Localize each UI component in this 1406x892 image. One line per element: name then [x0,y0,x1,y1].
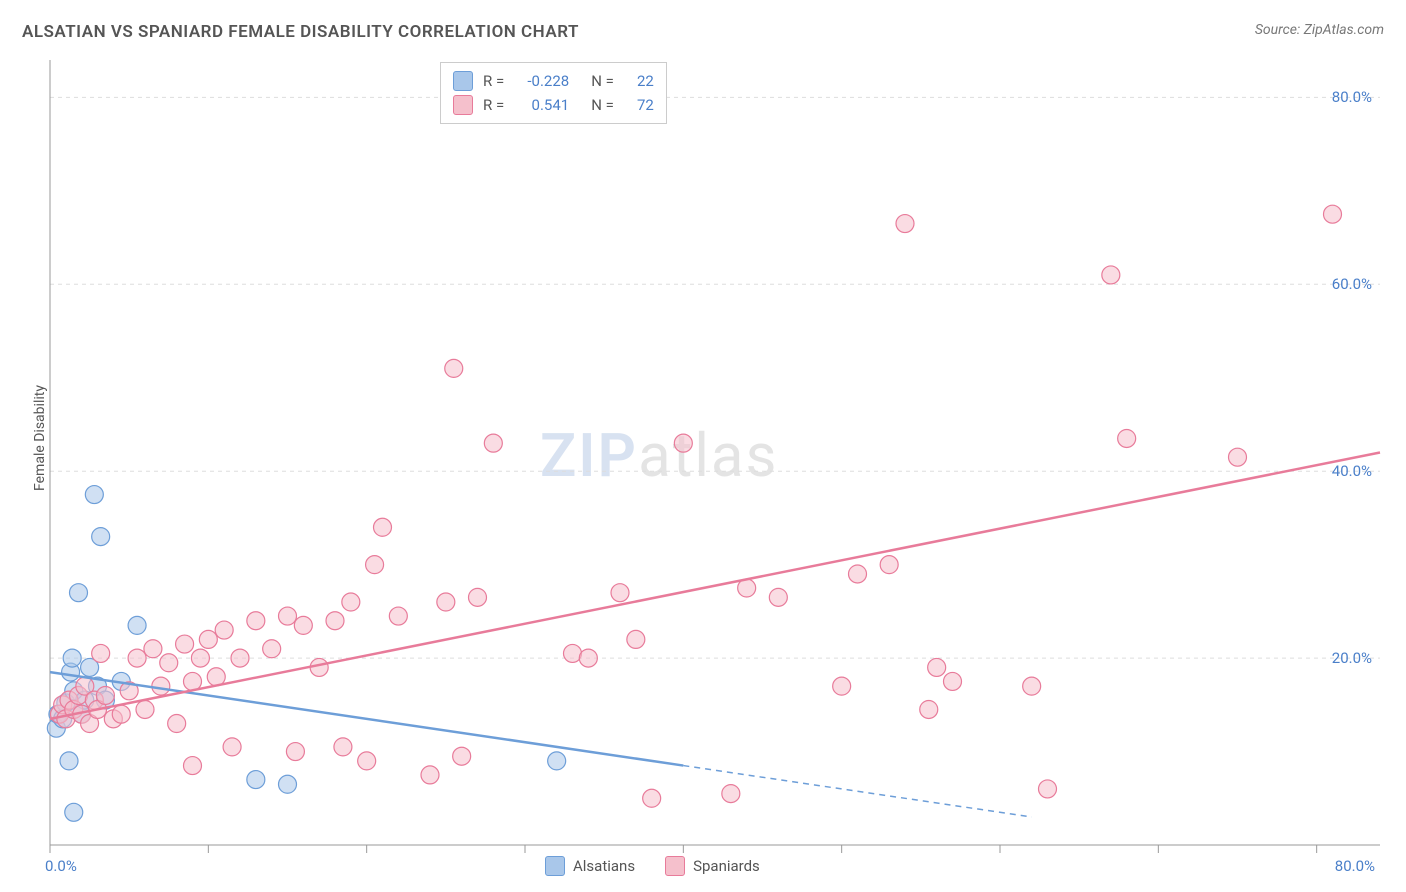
legend-swatch [453,95,473,115]
y-tick-label: 80.0% [1332,88,1372,106]
series-legend: Alsatians Spaniards [545,856,760,876]
legend-stat-row: R = 0.541 N = 72 [453,93,654,117]
legend-label: Spaniards [693,857,760,875]
x-tick-label: 0.0% [45,857,77,875]
correlation-legend: R = -0.228 N = 22 R = 0.541 N = 72 [440,62,667,124]
y-tick-label: 60.0% [1332,275,1372,293]
legend-stat-row: R = -0.228 N = 22 [453,69,654,93]
scatter-chart [0,0,1406,892]
r-value: -0.228 [514,72,569,90]
legend-swatch [545,856,565,876]
x-tick-label: 80.0% [1335,857,1375,875]
y-tick-label: 20.0% [1332,649,1372,667]
r-value: 0.541 [514,96,569,114]
n-label: N = [591,72,614,90]
legend-item: Alsatians [545,856,635,876]
legend-swatch [453,71,473,91]
legend-swatch [665,856,685,876]
legend-label: Alsatians [573,857,635,875]
n-label: N = [591,96,614,114]
n-value: 22 [624,72,654,90]
r-label: R = [483,72,504,90]
y-tick-label: 40.0% [1332,462,1372,480]
legend-item: Spaniards [665,856,760,876]
n-value: 72 [624,96,654,114]
r-label: R = [483,96,504,114]
